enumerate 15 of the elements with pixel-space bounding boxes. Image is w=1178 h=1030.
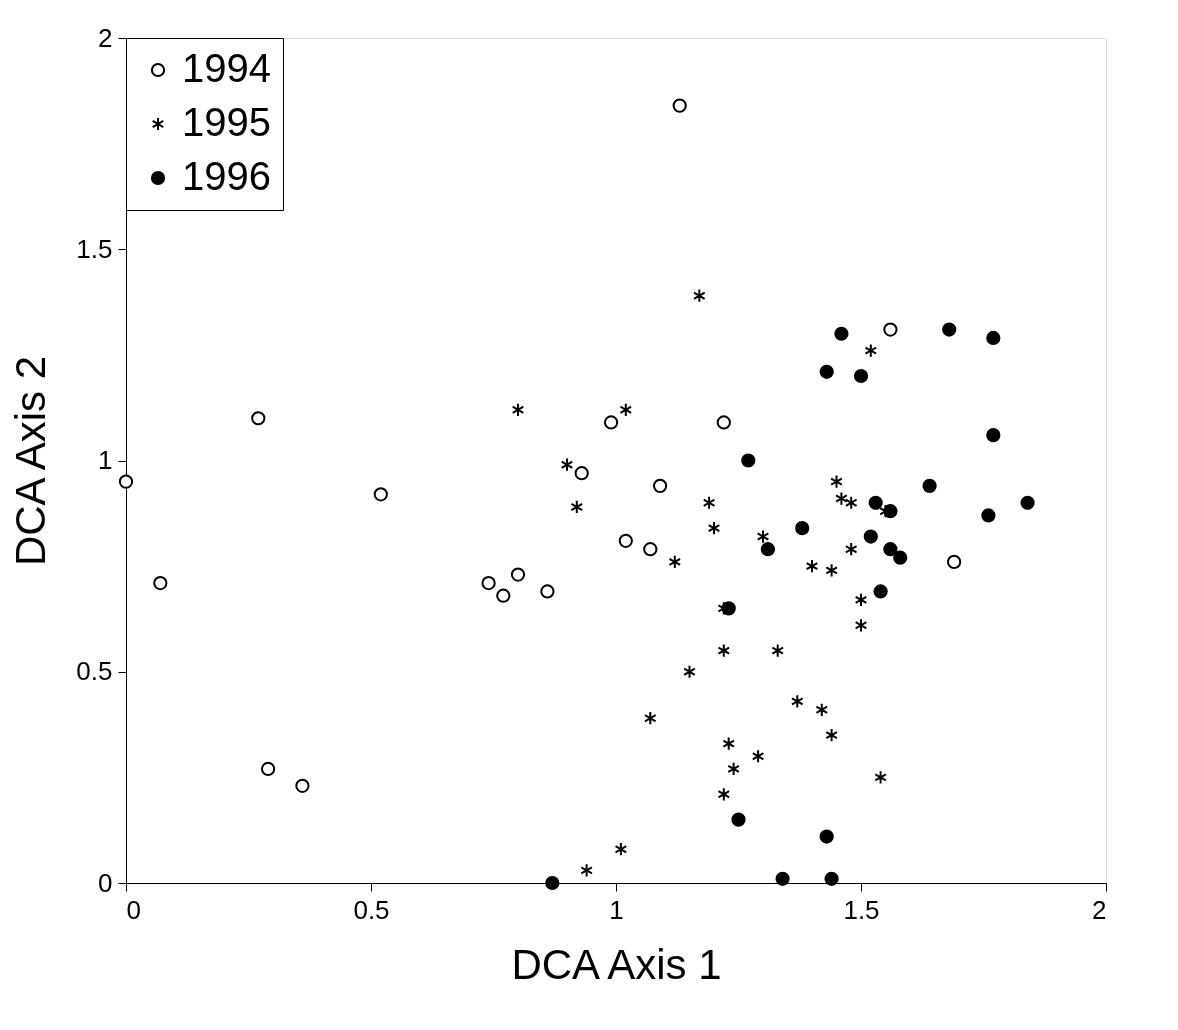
y-tick-label: 1.5 [76,233,113,264]
y-tick-label: 0.5 [76,656,113,687]
y-tick-label: 0 [98,867,113,898]
y-tick-label: 1 [98,445,113,475]
y-tick-label: 2 [98,22,113,53]
y-axis-title: DCA Axis 2 [7,355,55,567]
legend-label: 1996 [182,154,271,198]
legend-label: 1995 [182,100,271,144]
x-tick-label: 0.5 [353,894,390,925]
x-tick-label: 1 [609,894,624,925]
legend-label: 1994 [182,46,271,90]
x-axis-title: DCA Axis 1 [511,940,722,988]
x-tick-label: 2 [1092,894,1107,925]
x-tick-label: 1.5 [843,894,880,925]
x-tick-label: 0 [126,894,141,925]
